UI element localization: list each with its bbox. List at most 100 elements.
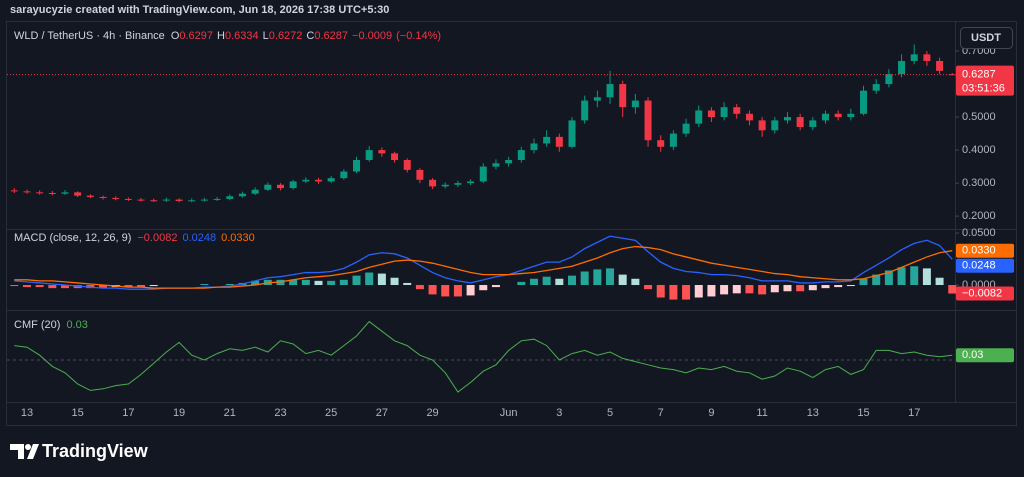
candle-body [593,97,601,101]
logo-mark [25,444,31,450]
ohlc-value: 0.6272 [269,30,303,42]
currency-button-box[interactable] [960,27,1013,49]
histogram-bar [656,285,665,298]
ohlc-name: H [217,30,225,42]
histogram-bar [479,285,488,291]
histogram-bar [910,266,919,286]
macd-axis-label-box [956,258,1014,273]
candle-body [61,192,69,194]
logo-text: TradingView [42,441,149,461]
candle-body [872,84,880,91]
histogram-bar [834,285,843,288]
ohlc-name: L [263,30,269,42]
candle-body [695,110,703,124]
histogram-bar [783,285,792,292]
candle-body [619,84,627,108]
macd-axis-label: −0.0082 [962,287,1002,299]
histogram-bar [314,280,323,286]
candle-body [745,113,753,121]
candle-body [23,191,31,193]
caption: sarayucyzie created with TradingView.com… [10,4,389,16]
x-tick-label: Jun [500,407,518,419]
candle-body [834,113,842,118]
symbol-legend: WLD / TetherUS · 4h · Binance O0.6297 H0.6… [14,30,441,42]
histogram-bar [872,274,881,286]
change-percent: (−0.14%) [396,30,441,42]
x-tick-label: 19 [173,407,185,419]
cmf-legend-value: 0.03 [66,319,87,331]
candle-body [378,150,386,154]
histogram-bar [821,285,830,289]
histogram-bar [390,277,399,286]
candle-body [733,107,741,114]
candle-body [581,100,589,121]
ohlc-name: O [171,30,180,42]
candle-body [517,150,525,160]
x-tick-label: 3 [556,407,562,419]
histogram-bar [339,279,348,286]
candle-body [251,189,259,194]
histogram-bar [846,285,855,287]
histogram-bar [289,279,298,286]
candle-body [429,179,437,187]
candle-body [669,133,677,147]
candle-body [365,150,373,160]
histogram-bar [593,269,602,286]
histogram-bar [365,272,374,286]
y-tick-label: 0.4000 [962,144,996,156]
x-tick-label: 15 [857,407,869,419]
candle-body [847,113,855,118]
frame [6,21,1017,426]
macd-legend-value: 0.0330 [221,232,255,244]
histogram-bar [694,285,703,298]
histogram-bar [428,285,437,295]
histogram-bar [517,281,526,286]
histogram-bar [669,285,678,300]
histogram-bar [682,285,691,300]
candle-body [783,117,791,121]
cmf-axis-label: 0.03 [962,349,983,361]
histogram-bar [808,285,817,291]
cmf-title: CMF (20) [14,319,60,331]
candle-body [188,200,196,202]
candle-body [124,198,132,200]
candle-body [99,196,107,198]
candle-body [10,190,18,192]
histogram-bar [441,285,450,297]
histogram-bar [327,280,336,286]
candle-body [276,184,284,189]
y-tick-label: 0.2000 [962,210,996,222]
candle-body [771,120,779,131]
histogram-bar [732,285,741,294]
candle-body [302,179,310,182]
histogram-bar [758,285,767,295]
histogram-bar [948,285,957,294]
histogram-bar [884,270,893,286]
candle-body [606,84,614,98]
candle-body [492,163,500,167]
macd-axis-label: 0.0330 [962,245,996,257]
candle-body [758,120,766,131]
candle-body [644,100,652,141]
candle-body [796,117,804,127]
cmf-line [14,320,953,393]
candle-body [327,178,335,182]
histogram-bar [352,275,361,286]
histogram-bar [35,285,44,288]
candle-body [454,183,462,185]
candle-body [36,192,44,194]
histogram-bar [859,278,868,286]
histogram-bar [618,274,627,286]
currency-button[interactable]: USDT [960,27,1013,49]
currency-button-label[interactable]: USDT [971,32,1001,44]
ohlc-value: 0.6287 [314,30,348,42]
histogram-bar [415,285,424,290]
cmf-axis-label-box [956,348,1014,363]
x-tick-label: 9 [708,407,714,419]
candle-body [226,196,234,199]
histogram-bar [137,285,146,288]
histogram-bar [606,268,615,286]
